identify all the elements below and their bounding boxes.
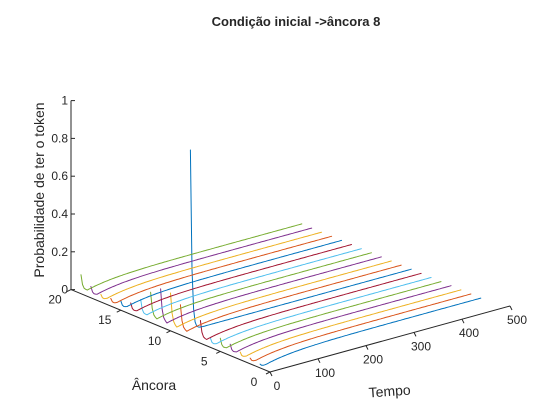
x-tick-mark xyxy=(461,318,465,324)
y-tick-label: 10 xyxy=(148,334,162,348)
chart-title: Condição inicial ->âncora 8 xyxy=(212,14,381,29)
series-line xyxy=(219,281,442,349)
series-line xyxy=(259,297,482,366)
x-tick-mark xyxy=(509,305,513,311)
series-line xyxy=(249,293,472,362)
z-axis-label: Probabilidade de ter o token xyxy=(31,102,47,277)
y-tick-label: 15 xyxy=(98,313,112,327)
x-tick-label: 300 xyxy=(411,339,431,353)
series-line xyxy=(120,239,342,308)
series-line xyxy=(199,272,422,340)
y-tick-mark xyxy=(166,330,171,334)
x-axis-label: Tempo xyxy=(368,382,411,401)
series-line xyxy=(170,260,392,328)
x-tick-mark xyxy=(317,358,321,364)
y-tick-label: 5 xyxy=(201,354,208,368)
x-axis-line xyxy=(269,305,511,373)
y-tick-mark xyxy=(66,289,72,293)
series-line xyxy=(209,277,432,345)
series-line xyxy=(150,252,372,320)
y-tick-label: 0 xyxy=(251,375,258,389)
series-line xyxy=(90,227,313,295)
z-tick-label: 0.4 xyxy=(51,207,68,221)
series-line xyxy=(160,256,382,324)
y-tick-mark xyxy=(116,309,121,313)
series-line xyxy=(110,235,333,304)
series-line xyxy=(239,289,462,357)
series-line xyxy=(80,223,303,291)
y-tick-label: 20 xyxy=(48,293,62,307)
z-tick-label: 0 xyxy=(61,283,68,297)
y-tick-mark xyxy=(265,371,271,375)
z-tick-label: 0.8 xyxy=(51,131,68,145)
x-tick-label: 400 xyxy=(459,326,479,340)
series-line xyxy=(189,149,412,328)
series-line xyxy=(140,248,362,316)
x-tick-mark xyxy=(365,345,369,350)
x-tick-mark xyxy=(413,332,417,337)
z-tick-label: 1 xyxy=(61,94,68,108)
x-tick-label: 0 xyxy=(274,379,281,393)
series-line xyxy=(130,244,352,312)
series-line xyxy=(179,264,402,332)
series-line xyxy=(229,285,452,353)
y-tick-mark xyxy=(216,350,221,354)
x-tick-mark xyxy=(269,371,273,377)
x-tick-label: 200 xyxy=(363,353,383,367)
x-tick-label: 500 xyxy=(507,313,527,327)
x-tick-label: 100 xyxy=(315,366,335,380)
series-line xyxy=(100,231,323,300)
z-tick-label: 0.2 xyxy=(51,245,68,259)
y-axis-label: Âncora xyxy=(132,377,177,393)
series-group xyxy=(80,149,482,366)
z-tick-label: 0.6 xyxy=(51,169,68,183)
